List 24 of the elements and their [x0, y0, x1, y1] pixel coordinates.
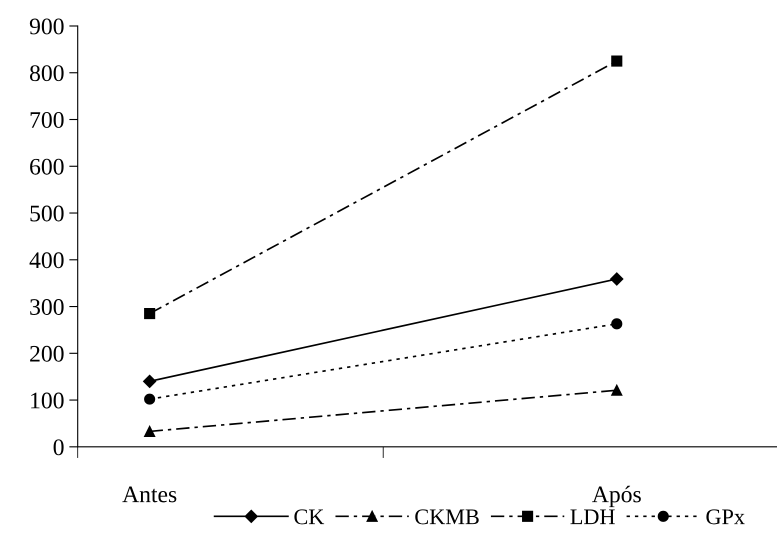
point: [611, 384, 622, 396]
y-tick-label: 800: [30, 65, 64, 82]
point: [143, 374, 156, 388]
x-tick-label: Antes: [122, 486, 176, 502]
x-tick-label: Após: [592, 486, 641, 508]
point: [610, 272, 624, 286]
point: [144, 394, 156, 405]
y-tick-label: 500: [30, 206, 64, 222]
y-tick-label: 600: [30, 158, 64, 175]
y-tick-label: 0: [54, 439, 64, 456]
point: [144, 426, 156, 437]
legend-label: CKMB: [415, 509, 479, 524]
y-tick-label: 900: [30, 18, 64, 34]
y-tick-label: 100: [31, 392, 64, 408]
legend-label: LDH: [570, 510, 615, 524]
point: [611, 318, 622, 330]
y-tick-label: 400: [30, 252, 64, 268]
y-tick-label: 200: [30, 346, 64, 362]
point: [144, 308, 156, 320]
y-tick-label: 700: [30, 112, 64, 128]
point: [611, 56, 622, 67]
y-tick-label: 300: [30, 299, 64, 315]
legend-label: CK: [294, 509, 324, 524]
legend-label: GPx: [706, 509, 745, 524]
